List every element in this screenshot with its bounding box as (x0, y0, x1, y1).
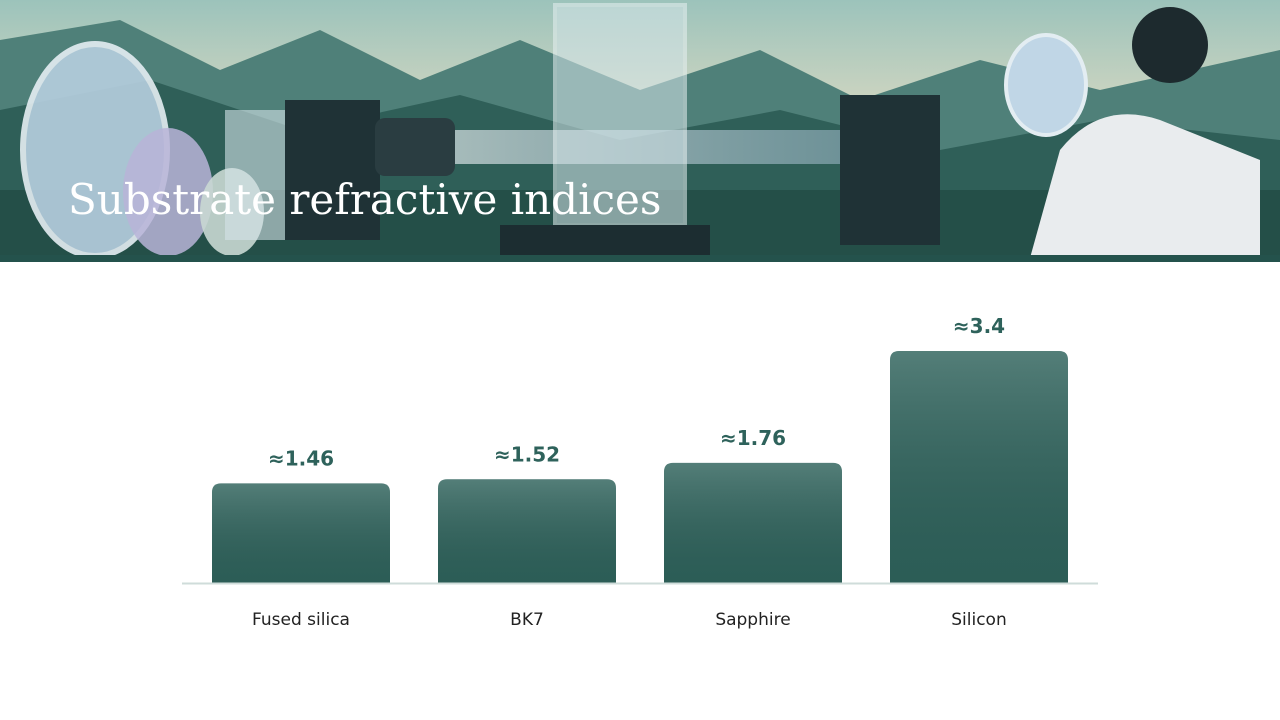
slide-title: Substrate refractive indices (68, 175, 661, 224)
x-tick-label: Fused silica (252, 610, 350, 630)
value-label: ≈1.76 (720, 426, 786, 450)
value-label: ≈1.52 (494, 442, 560, 466)
bar (438, 479, 616, 583)
value-label: ≈3.4 (953, 314, 1005, 338)
x-tick-label: BK7 (510, 610, 544, 630)
header-image (0, 0, 1280, 262)
bar (664, 462, 842, 583)
x-tick-label: Silicon (951, 610, 1006, 630)
x-tick-label: Sapphire (715, 610, 790, 630)
bar (890, 351, 1068, 583)
bar-chart: ≈1.46 Fused silica ≈1.52 BK7 ≈1.76 Sapphire ≈3… (182, 314, 1098, 630)
value-label: ≈1.46 (268, 446, 334, 470)
bar (212, 483, 390, 583)
